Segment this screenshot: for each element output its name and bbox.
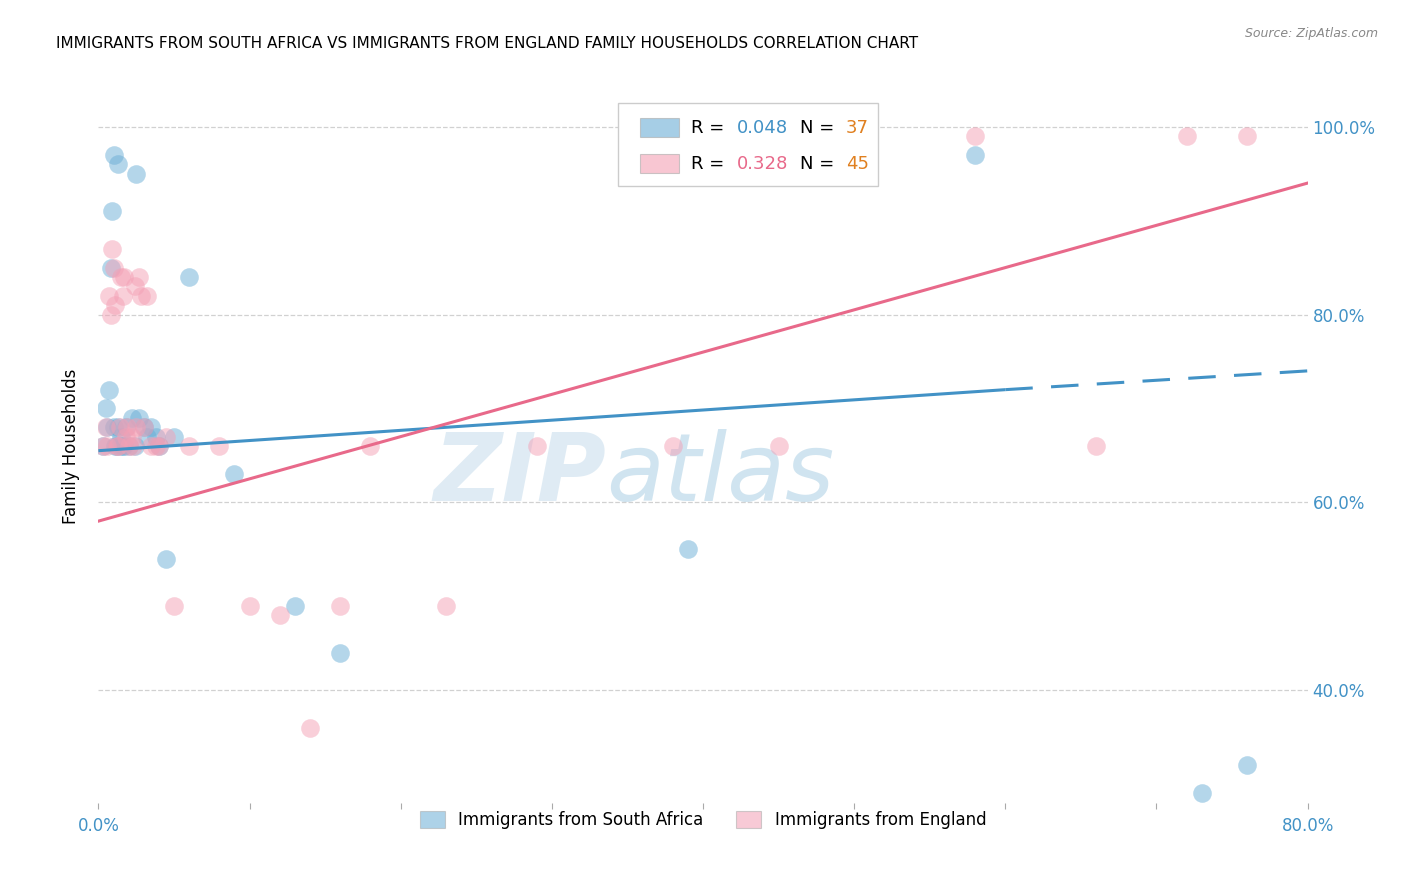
Point xyxy=(135,429,157,443)
Point xyxy=(98,383,121,397)
Point xyxy=(676,542,699,557)
Point xyxy=(96,439,118,453)
Point xyxy=(434,599,457,613)
FancyBboxPatch shape xyxy=(640,154,679,173)
Point xyxy=(103,148,125,162)
Point xyxy=(155,429,177,443)
Point xyxy=(768,439,790,453)
Point xyxy=(100,260,122,275)
Point xyxy=(91,439,114,453)
Point xyxy=(128,270,150,285)
Text: IMMIGRANTS FROM SOUTH AFRICA VS IMMIGRANTS FROM ENGLAND FAMILY HOUSEHOLDS CORREL: IMMIGRANTS FROM SOUTH AFRICA VS IMMIGRAN… xyxy=(56,36,918,51)
Legend: Immigrants from South Africa, Immigrants from England: Immigrants from South Africa, Immigrants… xyxy=(411,803,995,838)
Point xyxy=(107,420,129,434)
Point xyxy=(98,289,121,303)
Point xyxy=(163,599,186,613)
Point xyxy=(132,420,155,434)
Point xyxy=(1236,758,1258,772)
Point xyxy=(121,429,143,443)
Text: 0.048: 0.048 xyxy=(737,120,787,137)
Point xyxy=(135,289,157,303)
Point xyxy=(284,599,307,613)
Point xyxy=(118,439,141,453)
Point xyxy=(125,420,148,434)
Point xyxy=(103,420,125,434)
Text: N =: N = xyxy=(800,120,839,137)
Point xyxy=(163,429,186,443)
Text: N =: N = xyxy=(800,155,839,173)
Point xyxy=(299,721,322,735)
FancyBboxPatch shape xyxy=(640,119,679,137)
Point xyxy=(124,439,146,453)
Point xyxy=(145,439,167,453)
Point xyxy=(115,420,138,434)
Point xyxy=(360,439,382,453)
Point xyxy=(114,429,136,443)
Point xyxy=(329,599,352,613)
Point xyxy=(148,439,170,453)
Point xyxy=(101,204,124,219)
Point xyxy=(179,439,201,453)
Point xyxy=(132,420,155,434)
Text: ZIP: ZIP xyxy=(433,428,606,521)
Point xyxy=(145,429,167,443)
Point xyxy=(107,157,129,171)
Point xyxy=(1191,786,1213,800)
Point xyxy=(526,439,548,453)
Point xyxy=(965,129,987,144)
Point xyxy=(112,270,135,285)
Point xyxy=(94,401,117,416)
Text: R =: R = xyxy=(690,120,730,137)
Y-axis label: Family Households: Family Households xyxy=(62,368,80,524)
Text: 45: 45 xyxy=(845,155,869,173)
Point xyxy=(965,148,987,162)
Point xyxy=(104,298,127,312)
Point xyxy=(103,260,125,275)
Point xyxy=(179,270,201,285)
Point xyxy=(111,439,134,453)
Point xyxy=(108,439,131,453)
Point xyxy=(100,308,122,322)
Point xyxy=(107,439,129,453)
Point xyxy=(1085,439,1108,453)
Point xyxy=(141,439,163,453)
Text: atlas: atlas xyxy=(606,429,835,520)
Point xyxy=(239,599,262,613)
Point xyxy=(110,270,132,285)
Point xyxy=(141,420,163,434)
Point xyxy=(122,439,145,453)
Point xyxy=(114,420,136,434)
Text: Source: ZipAtlas.com: Source: ZipAtlas.com xyxy=(1244,27,1378,40)
Point xyxy=(128,410,150,425)
FancyBboxPatch shape xyxy=(619,103,879,186)
Point xyxy=(329,646,352,660)
Point xyxy=(208,439,231,453)
Point xyxy=(105,439,128,453)
Point xyxy=(104,439,127,453)
Point xyxy=(269,607,291,622)
Point xyxy=(148,439,170,453)
Text: R =: R = xyxy=(690,155,730,173)
Point xyxy=(124,279,146,293)
Point xyxy=(108,420,131,434)
Point xyxy=(155,551,177,566)
Point xyxy=(96,420,118,434)
Text: 37: 37 xyxy=(845,120,869,137)
Point xyxy=(91,439,114,453)
Point xyxy=(1236,129,1258,144)
Point xyxy=(105,439,128,453)
Point xyxy=(1175,129,1198,144)
Point xyxy=(101,242,124,256)
Point xyxy=(112,439,135,453)
Point xyxy=(111,289,134,303)
Point xyxy=(118,439,141,453)
Point xyxy=(129,289,152,303)
Point xyxy=(110,429,132,443)
Point xyxy=(661,439,683,453)
Text: 0.328: 0.328 xyxy=(737,155,789,173)
Point xyxy=(94,420,117,434)
Point xyxy=(125,167,148,181)
Point xyxy=(121,410,143,425)
Point xyxy=(224,467,246,482)
